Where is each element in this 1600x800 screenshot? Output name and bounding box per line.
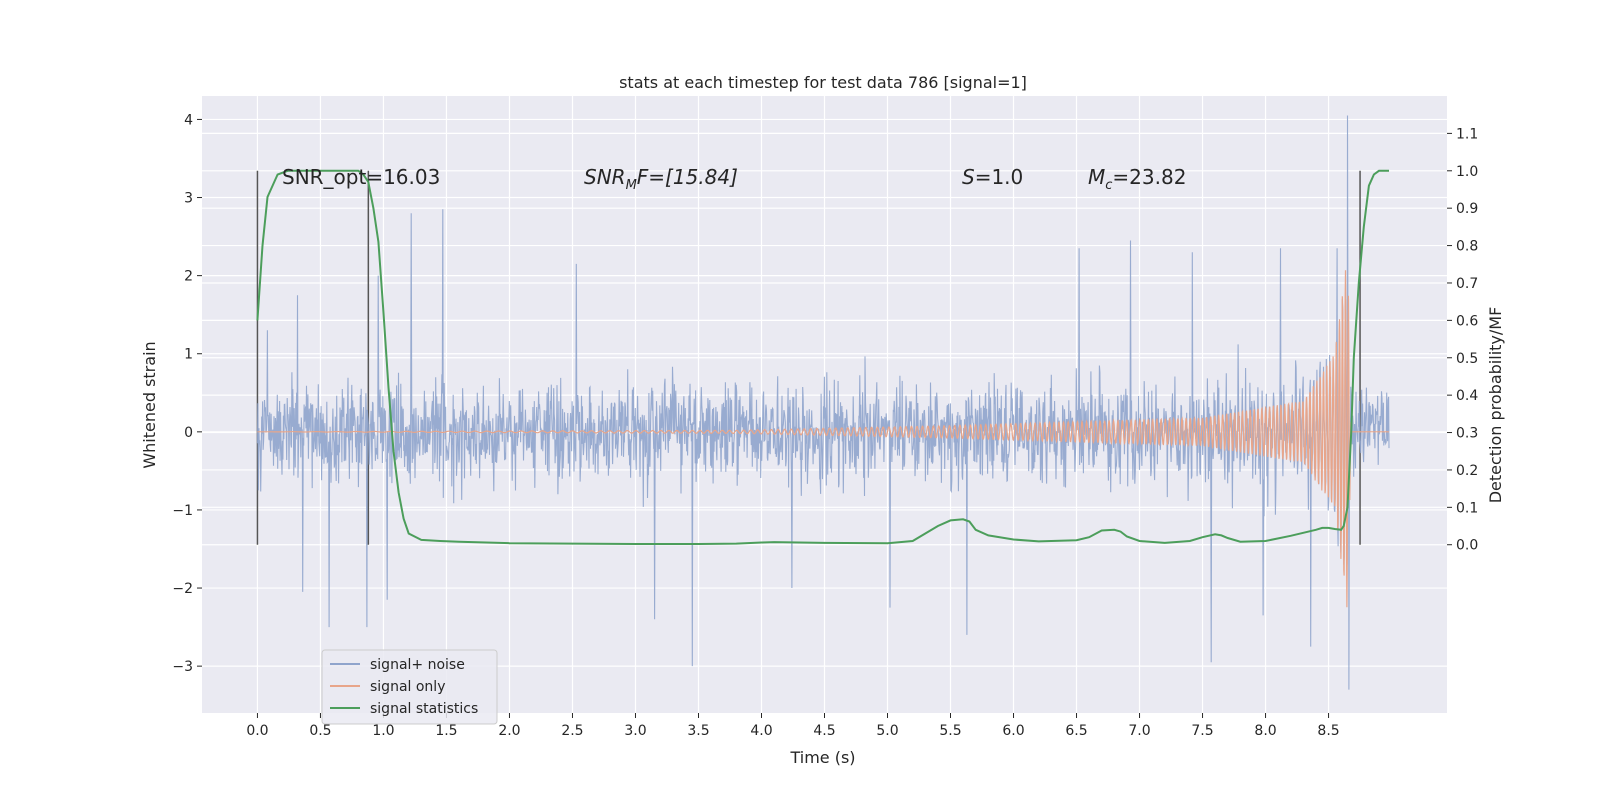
- y-right-axis-label: Detection probability/MF: [1486, 307, 1505, 504]
- series-signal-statistics: [256, 169, 1389, 545]
- y-right-tick-label: 0.5: [1456, 351, 1478, 367]
- y-right-tick-label: 1.1: [1456, 126, 1478, 142]
- y-right-tick-label: 0.2: [1456, 463, 1478, 479]
- y-right-tick-label: 0.0: [1456, 538, 1478, 554]
- signal-only-line: [257, 270, 1389, 608]
- x-tick-label: 0.5: [309, 723, 331, 739]
- legend-label-signal-statistics: signal statistics: [370, 701, 478, 717]
- x-axis-label: Time (s): [789, 748, 855, 767]
- y-right-tick-label: 0.1: [1456, 500, 1478, 516]
- x-tick-label: 3.0: [624, 723, 646, 739]
- annotation-snr-mf: SNRMF=[15.84]: [584, 165, 738, 193]
- y-right-tick-label: 0.4: [1456, 388, 1478, 404]
- chart-title: stats at each timestep for test data 786…: [619, 73, 1027, 92]
- x-tick-label: 6.0: [1002, 723, 1024, 739]
- y-right-tick-label: 0.6: [1456, 313, 1478, 329]
- y-tick-label: 2: [184, 269, 193, 285]
- x-axis-ticks: 0.0 0.5 1.0 1.5 2.0 2.5 3.0 3.5 4.0 4.5 5.0 5.5 6.0 6…: [246, 713, 1340, 739]
- y-right-tick-label: 0.8: [1456, 239, 1478, 255]
- x-tick-label: 8.0: [1254, 723, 1276, 739]
- x-tick-label: 0.0: [246, 723, 268, 739]
- vertical-markers: [256, 170, 1361, 545]
- signal-plus-noise-line: [256, 115, 1390, 690]
- x-tick-label: 5.0: [876, 723, 898, 739]
- legend-label-signal-plus-noise: signal+ noise: [370, 657, 465, 673]
- x-tick-label: 3.5: [687, 723, 709, 739]
- y-right-tick-label: 0.7: [1456, 276, 1478, 292]
- y-tick-label: −2: [172, 581, 193, 597]
- x-tick-label: 1.0: [372, 723, 394, 739]
- x-tick-label: 4.5: [813, 723, 835, 739]
- x-tick-label: 8.5: [1317, 723, 1339, 739]
- y-right-tick-label: 0.9: [1456, 201, 1478, 217]
- y-tick-label: 4: [184, 112, 193, 128]
- y-axis-label: Whitened strain: [140, 341, 159, 468]
- x-tick-label: 7.0: [1128, 723, 1150, 739]
- x-tick-label: 2.5: [561, 723, 583, 739]
- signal-statistics-line: [256, 169, 1389, 545]
- y-tick-label: 3: [184, 191, 193, 207]
- y-tick-label: −3: [172, 659, 193, 675]
- x-tick-label: 5.5: [939, 723, 961, 739]
- y-right-tick-label: 0.3: [1456, 426, 1478, 442]
- annotation-s: S=1.0: [962, 165, 1023, 189]
- x-tick-label: 2.0: [498, 723, 520, 739]
- y-right-tick-label: 1.0: [1456, 164, 1478, 180]
- x-tick-label: 7.5: [1191, 723, 1213, 739]
- y-axis-ticks: 4 3 2 1 0 −1 −2 −3: [172, 112, 202, 675]
- y-tick-label: 1: [184, 347, 193, 363]
- annotation-snr-opt: SNR_opt=16.03: [282, 165, 440, 189]
- legend-label-signal-only: signal only: [370, 679, 445, 695]
- series-signal-plus-noise: [256, 115, 1390, 690]
- legend-box: [321, 649, 498, 725]
- y-tick-label: −1: [172, 503, 193, 519]
- x-tick-label: 6.5: [1065, 723, 1087, 739]
- annotation-mc: Mc=23.82: [1088, 165, 1186, 193]
- y-tick-label: 0: [184, 425, 193, 441]
- legend: signal+ noise signal only signal statist…: [321, 649, 498, 725]
- series-signal-only: [257, 270, 1389, 608]
- y-right-axis-ticks: 1.1 1.0 0.9 0.8 0.7 0.6 0.5 0.4 0.3 0.2 0.1 0.0: [1447, 126, 1478, 554]
- x-tick-label: 4.0: [750, 723, 772, 739]
- x-tick-label: 1.5: [435, 723, 457, 739]
